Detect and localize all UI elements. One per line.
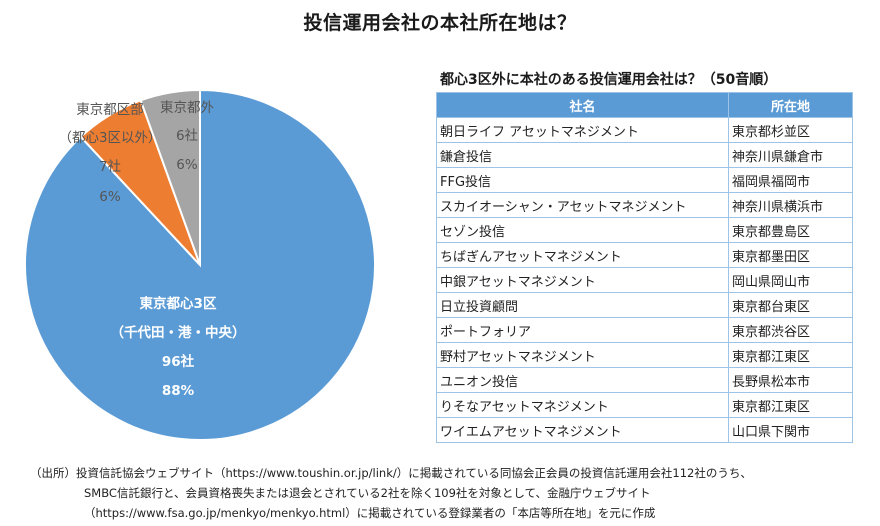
- source-line-3: （https://www.fsa.go.jp/menkyo/menkyo.htm…: [84, 506, 656, 520]
- pie-count-tokyo-other-wards: 7社: [99, 159, 121, 175]
- pie-percent-tokyo-other-wards: 6%: [99, 189, 121, 205]
- pie-count-tokyo-core3: 96社: [162, 353, 195, 370]
- table-row: 中銀アセットマネジメント 岡山県岡山市: [436, 267, 853, 293]
- company-name-cell: ユニオン投信: [436, 367, 729, 393]
- company-name-cell: FFG投信: [436, 167, 729, 193]
- location-cell: 長野県松本市: [728, 367, 853, 393]
- location-cell: 東京都江東区: [728, 392, 853, 418]
- company-name-cell: 朝日ライフ アセットマネジメント: [436, 117, 729, 143]
- pie-label-tokyo-other-wards: 東京都区部: [76, 102, 144, 118]
- company-name-cell: 鎌倉投信: [436, 142, 729, 168]
- table-header-row: 社名 所在地: [436, 92, 853, 118]
- location-cell: 山口県下関市: [728, 417, 853, 443]
- source-line-2: SMBC信託銀行と、会員資格喪失または退会とされている2社を除く109社を対象と…: [84, 486, 651, 500]
- company-name-cell: 中銀アセットマネジメント: [436, 267, 729, 293]
- location-cell: 東京都江東区: [728, 342, 853, 368]
- table-row: FFG投信 福岡県福岡市: [436, 167, 853, 193]
- table-row: セゾン投信 東京都豊島区: [436, 217, 853, 243]
- pie-percent-tokyo-core3: 88%: [162, 383, 195, 399]
- company-name-cell: スカイオーシャン・アセットマネジメント: [436, 192, 729, 218]
- company-name-cell: セゾン投信: [436, 217, 729, 243]
- pie-sublabel-tokyo-other-wards: （都心3区以外）: [58, 130, 161, 146]
- column-header-location: 所在地: [728, 92, 853, 118]
- pie-chart: 東京都心3区 （千代田・港・中央） 96社 88% 東京都区部 （都心3区以外） 7社 6% 東…: [24, 88, 376, 441]
- pie-label-outside-tokyo: 東京都外: [160, 100, 214, 116]
- location-cell: 東京都墨田区: [728, 242, 853, 268]
- location-cell: 東京都豊島区: [728, 217, 853, 243]
- company-table: 社名 所在地 朝日ライフ アセットマネジメント 東京都杉並区 鎌倉投信 神奈川県鎌倉市…: [436, 92, 853, 443]
- table-row: りそなアセットマネジメント 東京都江東区: [436, 392, 853, 418]
- table-row: 日立投資顧問 東京都台東区: [436, 292, 853, 318]
- page-title: 投信運用会社の本社所在地は？: [303, 12, 577, 34]
- company-name-cell: ワイエムアセットマネジメント: [436, 417, 729, 443]
- pie-slice-outside-tokyo: [139, 88, 201, 266]
- location-cell: 東京都渋谷区: [728, 317, 853, 343]
- location-cell: 東京都台東区: [728, 292, 853, 318]
- column-header-name: 社名: [436, 92, 729, 118]
- company-name-cell: ちばぎんアセットマネジメント: [436, 242, 729, 268]
- pie-percent-outside-tokyo: 6%: [176, 157, 198, 173]
- company-name-cell: 野村アセットマネジメント: [436, 342, 729, 368]
- pie-sublabel-tokyo-core3: （千代田・港・中央）: [111, 324, 246, 341]
- table-row: 鎌倉投信 神奈川県鎌倉市: [436, 142, 853, 168]
- table-row: スカイオーシャン・アセットマネジメント 神奈川県横浜市: [436, 192, 853, 218]
- table-row: ワイエムアセットマネジメント 山口県下関市: [436, 417, 853, 443]
- location-cell: 東京都杉並区: [728, 117, 853, 143]
- table-row: 朝日ライフ アセットマネジメント 東京都杉並区: [436, 117, 853, 143]
- company-name-cell: ポートフォリア: [436, 317, 729, 343]
- table-title: 都心3区外に本社のある投信運用会社は？（50音順）: [440, 72, 778, 88]
- pie-label-tokyo-core3: 東京都心3区: [140, 295, 217, 312]
- source-line-1: （出所）投資信託協会ウェブサイト（https://www.toushin.or.…: [30, 466, 752, 480]
- location-cell: 神奈川県横浜市: [728, 192, 853, 218]
- company-name-cell: 日立投資顧問: [436, 292, 729, 318]
- table-row: ユニオン投信 長野県松本市: [436, 367, 853, 393]
- table-row: ポートフォリア 東京都渋谷区: [436, 317, 853, 343]
- table-row: ちばぎんアセットマネジメント 東京都墨田区: [436, 242, 853, 268]
- source-note: （出所）投資信託協会ウェブサイト（https://www.toushin.or.…: [30, 463, 870, 523]
- location-cell: 神奈川県鎌倉市: [728, 142, 853, 168]
- location-cell: 岡山県岡山市: [728, 267, 853, 293]
- table-row: 野村アセットマネジメント 東京都江東区: [436, 342, 853, 368]
- company-name-cell: りそなアセットマネジメント: [436, 392, 729, 418]
- pie-count-outside-tokyo: 6社: [176, 128, 198, 144]
- location-cell: 福岡県福岡市: [728, 167, 853, 193]
